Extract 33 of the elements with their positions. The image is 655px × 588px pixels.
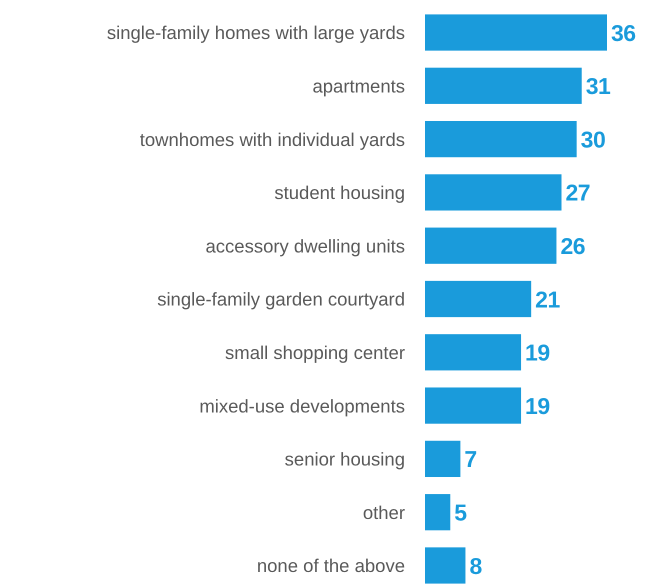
bar	[425, 334, 522, 370]
data-label: 30	[580, 126, 606, 152]
bar	[425, 387, 522, 424]
data-label: 8	[469, 552, 482, 579]
data-label: 19	[525, 392, 550, 419]
bar	[425, 280, 532, 318]
bar	[425, 440, 460, 478]
y-tick-label: small shopping center	[225, 342, 405, 363]
y-tick-label: accessory dwelling units	[206, 235, 405, 256]
y-tick-label: single-family garden courtyard	[157, 288, 405, 310]
y-tick-label: townhomes with individual yards	[140, 128, 405, 150]
data-label: 36	[611, 20, 636, 46]
bar	[425, 120, 577, 158]
y-tick-label: mixed-use developments	[199, 395, 405, 416]
y-tick-label: single-family homes with large yards	[106, 22, 405, 44]
data-label: 21	[535, 286, 560, 312]
data-label: 26	[560, 232, 586, 259]
y-tick-label: student housing	[274, 182, 405, 204]
bar	[425, 547, 466, 584]
bar	[425, 14, 607, 51]
bar	[425, 68, 582, 104]
data-label: 7	[464, 446, 477, 472]
data-label: 19	[525, 340, 550, 366]
y-tick-label: apartments	[312, 75, 405, 96]
data-label: 5	[454, 499, 468, 526]
y-tick-label: senior housing	[284, 448, 405, 470]
data-label: 31	[586, 73, 612, 100]
data-label: 27	[566, 180, 590, 206]
bar	[425, 494, 450, 530]
bar	[425, 228, 556, 264]
bar	[425, 174, 562, 211]
y-tick-label: none of the above	[256, 555, 405, 576]
y-tick-label: other	[362, 502, 405, 523]
